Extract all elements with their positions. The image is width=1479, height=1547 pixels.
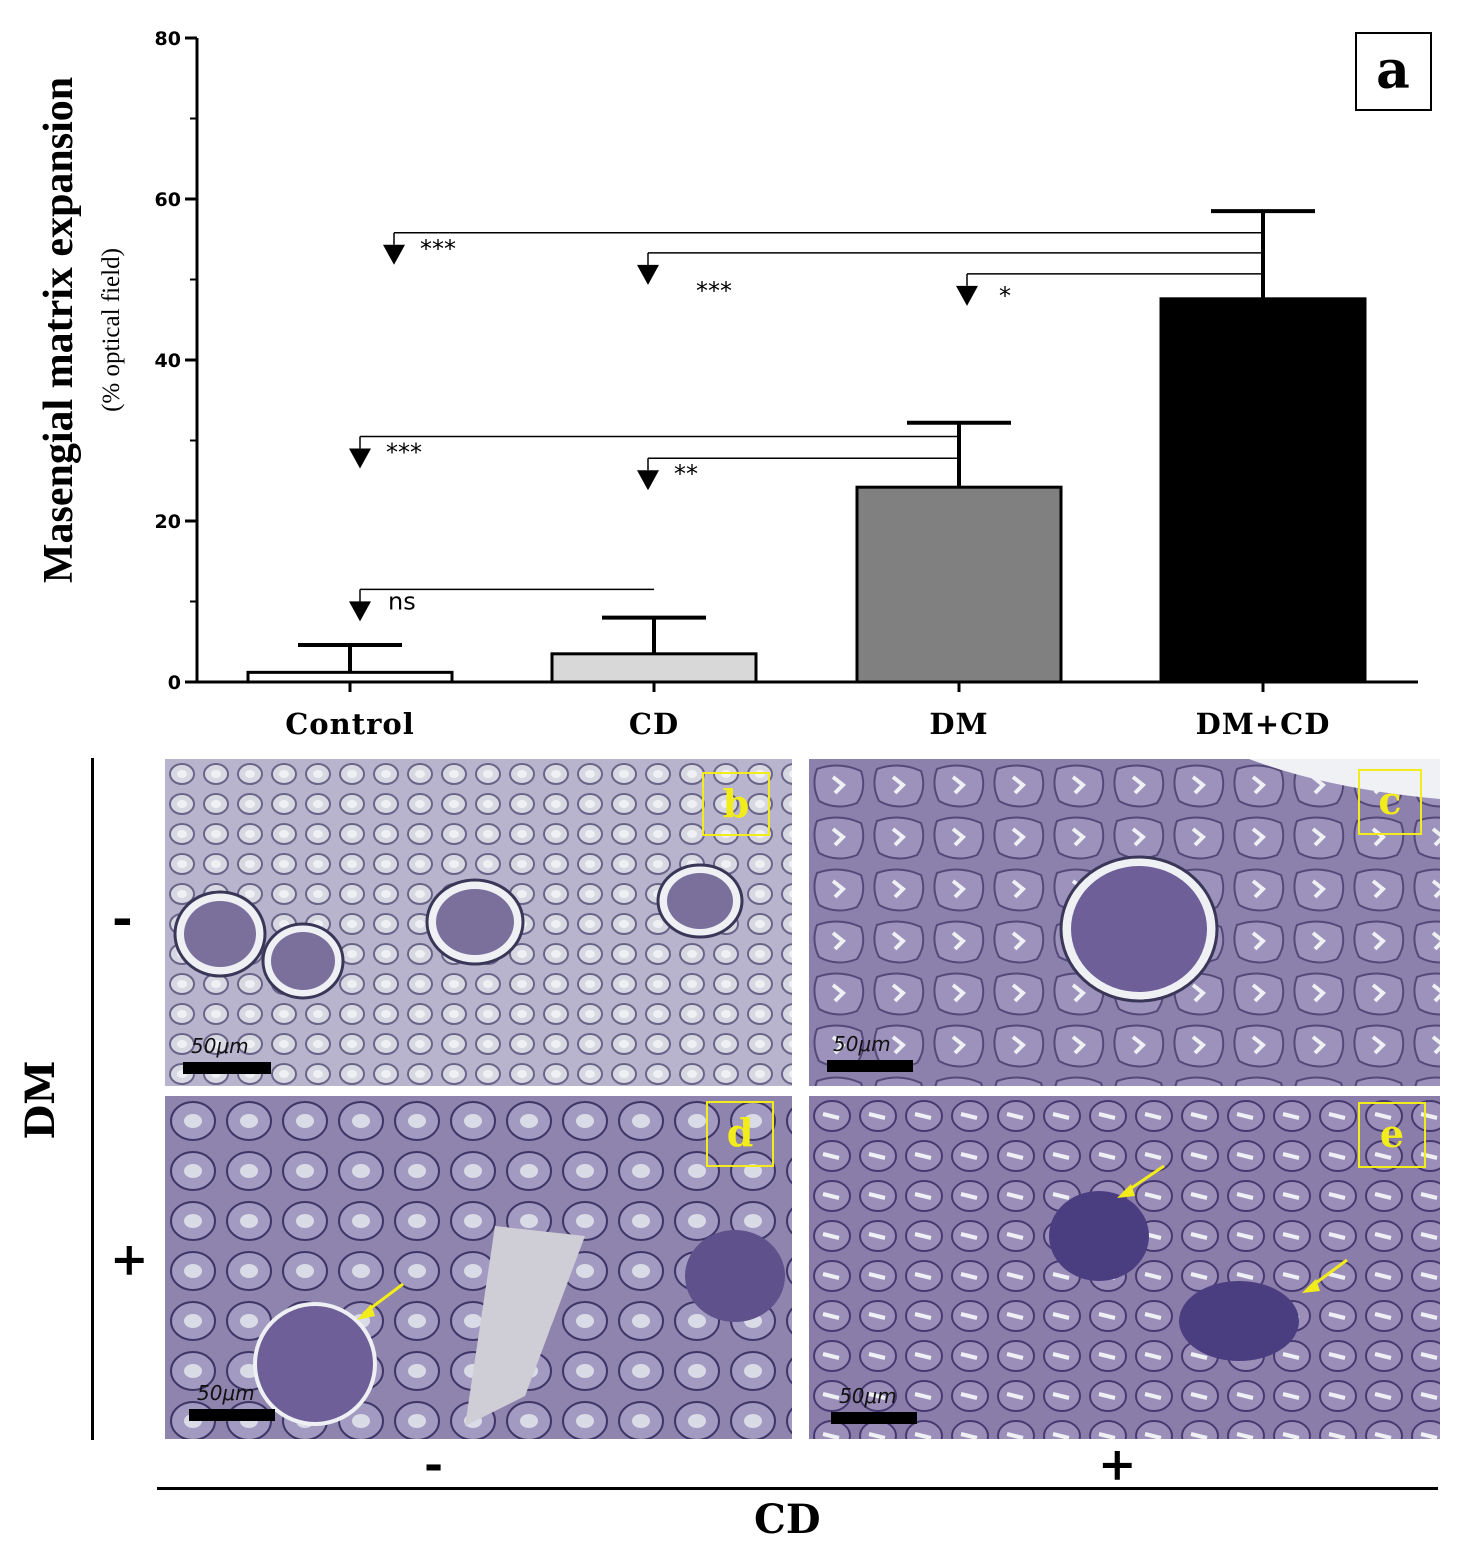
panel-label-a: a xyxy=(1376,40,1410,101)
scale-bar-label-c: 50μm xyxy=(833,1032,891,1056)
x-tick-label: DM+CD xyxy=(1196,707,1331,741)
chart-bars xyxy=(246,297,1367,684)
col-sign-minus: - xyxy=(424,1437,444,1491)
significance-label: *** xyxy=(420,235,456,263)
bar-dm xyxy=(855,485,1063,684)
y-axis-label: Masengial matrix expansion xyxy=(36,77,82,583)
micrograph-c: c 50μm xyxy=(809,759,1440,1086)
tissue-image-e xyxy=(809,1096,1440,1439)
y-tick-label: 60 xyxy=(155,189,181,211)
x-tick-label: DM xyxy=(929,707,988,741)
comparison-arrow xyxy=(383,244,405,265)
x-tick-label: CD xyxy=(629,707,679,741)
scale-bar-label-e: 50μm xyxy=(839,1384,897,1408)
scale-bar-label-b: 50μm xyxy=(191,1034,249,1058)
comparison-arrow xyxy=(349,601,371,622)
panel-label-e: e xyxy=(1358,1102,1426,1168)
scale-bar-e xyxy=(831,1412,917,1424)
comparison-arrow xyxy=(637,264,659,285)
micrograph-b: b 50μm xyxy=(165,759,792,1086)
col-sign-plus: + xyxy=(1098,1437,1137,1491)
col-axis-line xyxy=(157,1487,1438,1490)
y-tick-label: 40 xyxy=(155,350,181,372)
micrograph-e: e 50μm xyxy=(809,1096,1440,1439)
significance-label: ** xyxy=(674,460,698,488)
scale-bar-b xyxy=(183,1062,271,1074)
significance-label: *** xyxy=(386,438,422,466)
bar-control xyxy=(246,670,454,684)
panel-label-a-box: a xyxy=(1355,32,1432,111)
comparison-arrow xyxy=(637,470,659,491)
y-tick-label: 20 xyxy=(155,511,181,533)
row-axis-title: DM xyxy=(17,1060,64,1140)
row-sign-plus: + xyxy=(110,1232,149,1286)
significance-label: ns xyxy=(388,587,416,615)
scale-bar-c xyxy=(827,1060,913,1072)
tissue-image-c xyxy=(809,759,1440,1086)
tissue-image-b xyxy=(165,759,792,1086)
x-tick-label: Control xyxy=(285,707,415,741)
col-axis-title: CD xyxy=(754,1496,821,1543)
scale-bar-d xyxy=(189,1409,275,1421)
row-axis-line xyxy=(91,758,94,1440)
tissue-image-d xyxy=(165,1096,792,1439)
panel-label-c: c xyxy=(1358,769,1422,835)
chart-error-bars xyxy=(298,209,1315,673)
scale-bar-label-d: 50μm xyxy=(197,1381,255,1405)
y-axis-sublabel: (% optical field) xyxy=(98,248,125,412)
panel-label-d: d xyxy=(706,1101,774,1167)
bar-dmcd xyxy=(1159,297,1367,684)
row-sign-minus: - xyxy=(112,888,133,947)
significance-label: *** xyxy=(696,277,732,305)
bar-cd xyxy=(550,652,758,684)
chart-comparisons: ns*********** * xyxy=(349,232,1263,622)
comparison-arrow xyxy=(349,448,371,469)
panel-label-b: b xyxy=(702,772,770,836)
micrograph-d: d 50μm xyxy=(165,1096,792,1439)
y-tick-label: 0 xyxy=(168,672,181,694)
significance-label: * xyxy=(999,282,1011,310)
chart-labels: Control CD DM DM+CD xyxy=(285,707,1331,741)
comparison-arrow xyxy=(956,285,978,306)
y-tick-label: 80 xyxy=(155,28,181,50)
